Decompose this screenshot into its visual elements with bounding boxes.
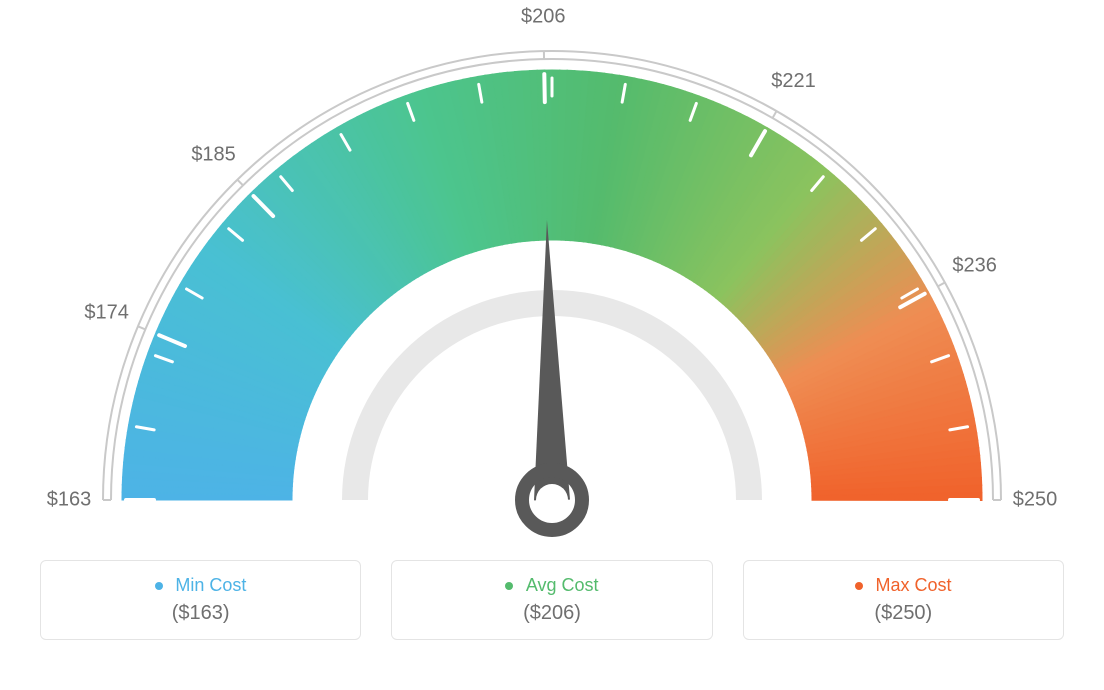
legend-dot-min xyxy=(155,582,163,590)
legend-label-min: Min Cost xyxy=(175,575,246,595)
gauge-svg: $163 $174 $185 $206 $221 $236 $250 xyxy=(0,0,1104,560)
legend-card-max: Max Cost ($250) xyxy=(743,560,1064,640)
svg-text:$163: $163 xyxy=(47,488,92,510)
svg-text:$221: $221 xyxy=(771,70,816,92)
legend-card-avg: Avg Cost ($206) xyxy=(391,560,712,640)
legend-dot-avg xyxy=(505,582,513,590)
legend-value-max: ($250) xyxy=(744,602,1063,625)
legend-dot-max xyxy=(855,582,863,590)
legend-label-max: Max Cost xyxy=(876,575,952,595)
svg-text:$185: $185 xyxy=(191,144,236,166)
legend-card-min: Min Cost ($163) xyxy=(40,560,361,640)
legend-value-avg: ($206) xyxy=(392,602,711,625)
svg-text:$250: $250 xyxy=(1013,488,1058,510)
legend-row: Min Cost ($163) Avg Cost ($206) Max Cost… xyxy=(0,560,1104,640)
svg-text:$206: $206 xyxy=(521,5,566,27)
cost-gauge-chart: $163 $174 $185 $206 $221 $236 $250 xyxy=(0,0,1104,560)
legend-label-avg: Avg Cost xyxy=(526,575,599,595)
legend-value-min: ($163) xyxy=(41,602,360,625)
svg-text:$174: $174 xyxy=(84,301,129,323)
svg-text:$236: $236 xyxy=(952,254,997,276)
